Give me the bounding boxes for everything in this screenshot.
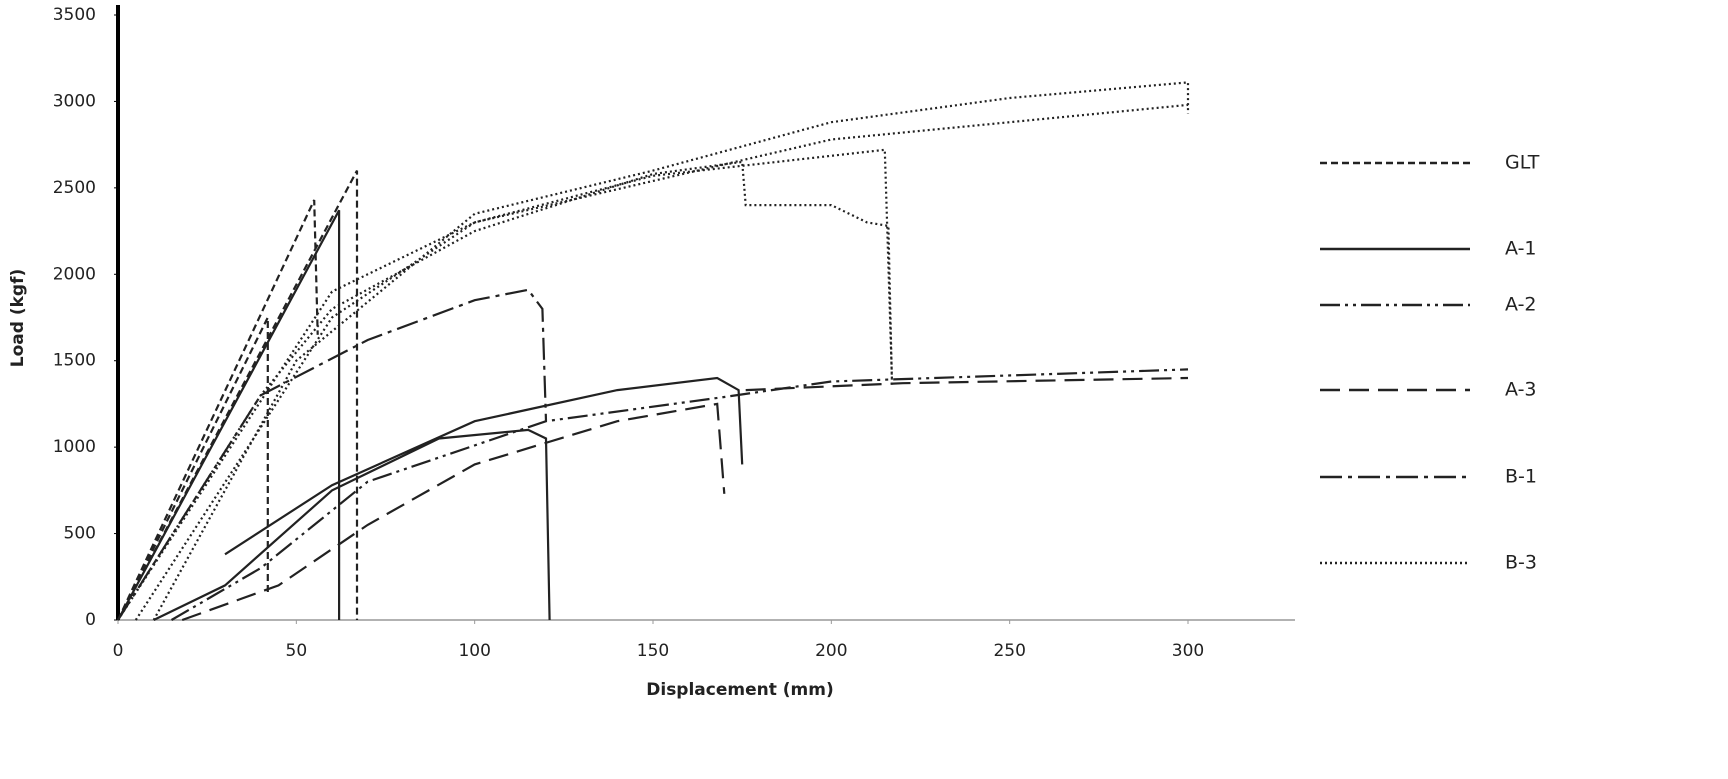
y-tick-label: 0 (85, 610, 96, 630)
x-tick-label: 50 (286, 641, 308, 661)
y-axis-title: Load (kgf) (8, 269, 28, 367)
legend-label: A-3 (1505, 379, 1537, 401)
y-tick-label: 1500 (53, 351, 96, 371)
y-tick-label: 1000 (53, 437, 96, 457)
y-tick-label: 500 (64, 524, 96, 544)
x-tick-label: 0 (113, 641, 124, 661)
y-tick-label: 3000 (53, 91, 96, 111)
x-tick-label: 100 (458, 641, 490, 661)
x-tick-label: 300 (1172, 641, 1204, 661)
series-line (181, 376, 1189, 622)
series-line (170, 368, 1189, 621)
series-line (117, 209, 744, 621)
x-tick-label: 150 (637, 641, 669, 661)
series-line (117, 288, 548, 621)
y-tick-label: 3500 (53, 5, 96, 25)
y-tick-label: 2500 (53, 178, 96, 198)
y-tick-label: 2000 (53, 264, 96, 284)
legend-label: A-1 (1505, 238, 1537, 260)
x-tick-label: 200 (815, 641, 847, 661)
legend-label: B-1 (1505, 466, 1537, 488)
legend-label: B-3 (1505, 552, 1537, 574)
x-axis-title: Displacement (mm) (646, 680, 834, 700)
legend-label: GLT (1505, 152, 1540, 174)
legend-label: A-2 (1505, 294, 1537, 316)
x-tick-label: 250 (993, 641, 1025, 661)
